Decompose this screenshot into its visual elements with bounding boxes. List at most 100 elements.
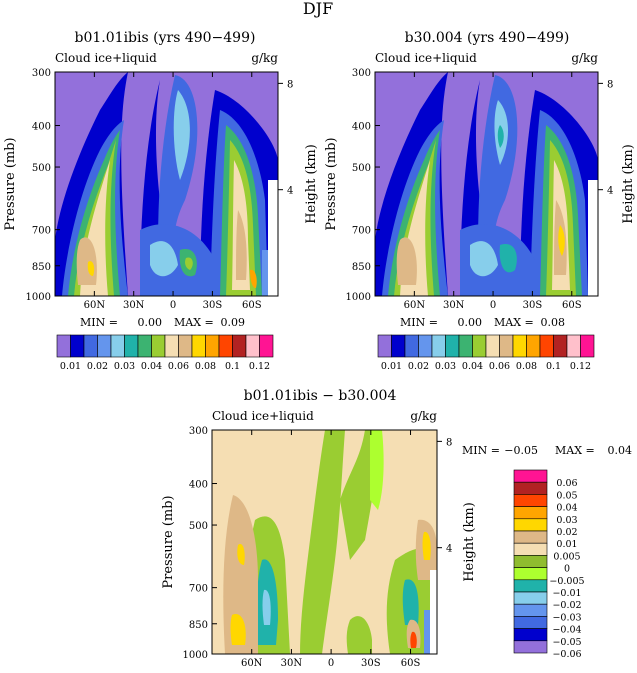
colorbar-label: 0.01	[60, 361, 81, 372]
colorbar-label: 0.03	[435, 361, 456, 372]
colorbar-swatch	[580, 334, 595, 358]
panel-1-axes: 300 400 500 700 850 1000 8 4 60N 30N 0 30S 60S	[26, 68, 294, 311]
panel-2-xtick-label: 30N	[443, 300, 465, 311]
panel-3-y-axis: Pressure (mb)	[161, 495, 176, 588]
panel-1-ytick-label: 500	[32, 163, 51, 174]
colorbar-label: 0.06	[489, 361, 510, 372]
panel-1-xtick-label: 0	[170, 300, 176, 311]
panel-1-ytick-label: 850	[32, 262, 51, 273]
colorbar-swatch	[164, 334, 179, 358]
panel-3-title: b01.01ibis − b30.004	[244, 388, 397, 404]
panel-3-xtick-label: 0	[328, 658, 334, 669]
colorbar-label: 0.1	[546, 361, 561, 372]
panel-2-ylabel-right: Height (km)	[621, 144, 636, 224]
colorbar-label: 0.06	[556, 478, 577, 489]
colorbar-label: 0.05	[556, 490, 577, 501]
colorbar-swatch	[391, 334, 406, 358]
panel-1-ytick-label: 700	[32, 226, 51, 237]
colorbar-swatch	[513, 530, 548, 544]
panel-2-xtick-label: 30S	[523, 300, 543, 311]
panel-2: b30.004 (yrs 490−499) Cloud ice+liquid g…	[324, 30, 636, 329]
panel-1-ytick-right-label: 8	[287, 79, 293, 90]
panel-2-y-axis: Pressure (mb)	[324, 137, 339, 230]
panel-3-axes: 300 400 500 700 850 1000 8 4 60N 30N 0 30S 60S	[183, 426, 453, 669]
panel-1-ylabel-right: Height (km)	[304, 144, 319, 224]
colorbar-swatch	[513, 591, 548, 605]
panel-3-colorbar: 0.060.050.040.030.020.010.0050−0.005−0.0…	[513, 469, 585, 660]
panel-1-title: b01.01ibis (yrs 490−499)	[75, 30, 256, 46]
colorbar-swatch	[513, 555, 548, 568]
colorbar-label: 0.08	[195, 361, 216, 372]
panel-1-max-label: MAX =	[174, 316, 214, 329]
panel-2-units: g/kg	[571, 51, 598, 65]
panel-2-plot-area	[374, 71, 599, 297]
panel-2-ytick-label: 500	[352, 163, 371, 174]
panel-3-min-label: MIN =	[462, 444, 500, 457]
panel-1-xtick-label: 60S	[242, 300, 262, 311]
panel-2-max-label: MAX =	[494, 316, 534, 329]
panel-3-stats: MIN = −0.05 MAX = 0.04	[462, 444, 632, 457]
colorbar-swatch	[513, 603, 548, 617]
panel-3-units: g/kg	[410, 409, 437, 423]
colorbar-swatch	[377, 334, 392, 358]
panel-2-xtick-label: 60N	[404, 300, 426, 311]
panel-1-ytick-label: 300	[32, 68, 51, 79]
colorbar-swatch	[110, 334, 125, 358]
colorbar-label: −0.01	[552, 588, 581, 599]
colorbar-swatch	[539, 334, 554, 358]
panel-3-ylabel-right: Height (km)	[462, 502, 477, 582]
colorbar-label: −0.05	[552, 637, 581, 648]
panel-2-colorbar: 0.01 0.02 0.03 0.04 0.06 0.08 0.1 0.12	[377, 334, 595, 372]
panel-1-xtick-label: 60N	[84, 300, 106, 311]
panel-2-min-value: 0.00	[458, 316, 483, 329]
panel-3-xtick-label: 60N	[241, 658, 263, 669]
panel-2-xtick-label: 0	[490, 300, 496, 311]
colorbar-swatch	[124, 334, 139, 358]
colorbar-swatch	[513, 542, 548, 556]
colorbar-label: 0.02	[408, 361, 429, 372]
colorbar-swatch	[513, 469, 548, 483]
panel-1-xtick-label: 30N	[123, 300, 145, 311]
panel-3-xtick-label: 30S	[361, 658, 381, 669]
panel-2-stats: MIN = 0.00 MAX = 0.08	[400, 316, 565, 329]
panel-3-max-label: MAX =	[555, 444, 595, 457]
colorbar-swatch	[232, 334, 247, 358]
panel-1-units: g/kg	[251, 51, 278, 65]
colorbar-swatch	[70, 334, 85, 358]
colorbar-swatch	[513, 628, 548, 642]
colorbar-swatch	[151, 334, 166, 358]
colorbar-swatch	[56, 334, 71, 358]
panel-2-title: b30.004 (yrs 490−499)	[405, 30, 570, 46]
colorbar-label: −0.02	[552, 600, 581, 611]
panel-1-min-value: 0.00	[138, 316, 163, 329]
panel-3-ytick-label: 300	[189, 426, 208, 437]
colorbar-label: 0.03	[114, 361, 135, 372]
panel-2-ytick-label: 1000	[346, 292, 371, 303]
panel-3-ytick-label: 850	[189, 620, 208, 631]
panel-3-min-value: −0.05	[504, 444, 538, 457]
colorbar-swatch	[553, 334, 568, 358]
panel-1: b01.01ibis (yrs 490−499) Cloud ice+liqui…	[3, 30, 319, 329]
panel-1-ytick-label: 1000	[26, 292, 51, 303]
panel-3-plot-area	[211, 429, 438, 655]
colorbar-label: 0.01	[556, 539, 577, 550]
colorbar-swatch	[513, 481, 548, 495]
colorbar-label: 0.08	[516, 361, 537, 372]
colorbar-label: 0.005	[553, 551, 580, 562]
colorbar-swatch	[245, 334, 260, 358]
colorbar-label: −0.03	[552, 612, 581, 623]
colorbar-swatch	[513, 506, 548, 520]
colorbar-swatch	[513, 616, 548, 629]
colorbar-swatch	[513, 494, 548, 507]
colorbar-label: 0.01	[381, 361, 402, 372]
panel-3-ytick-right-label: 8	[446, 437, 452, 448]
colorbar-swatch	[513, 518, 548, 532]
colorbar-swatch	[191, 334, 206, 358]
panel-1-stats: MIN = 0.00 MAX = 0.09	[80, 316, 245, 329]
colorbar-swatch	[404, 334, 419, 358]
colorbar-swatch	[83, 334, 98, 358]
colorbar-swatch	[513, 579, 548, 593]
colorbar-swatch	[97, 334, 112, 358]
panel-1-plot-area	[54, 71, 279, 297]
